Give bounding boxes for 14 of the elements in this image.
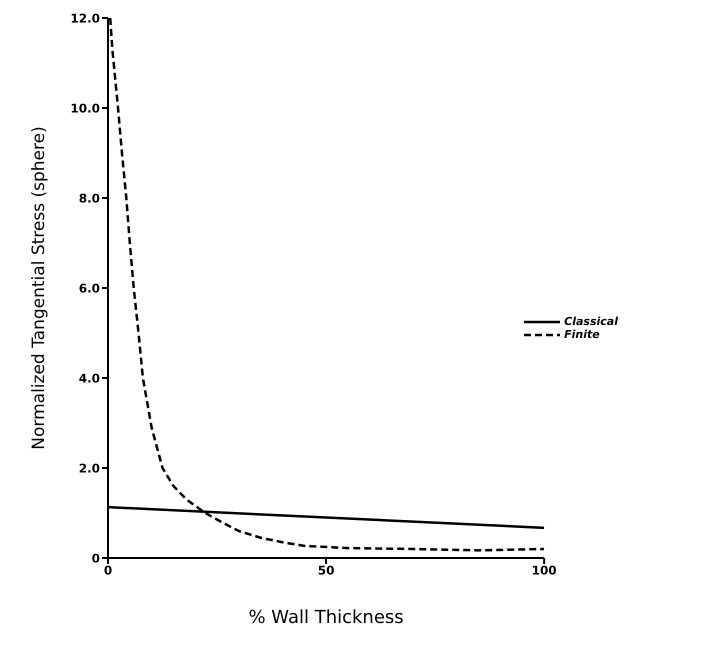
- legend-label: Classical: [564, 315, 618, 328]
- y-axis-title: Normalized Tangential Stress (sphere): [29, 126, 50, 450]
- x-tick-label: 100: [532, 564, 557, 578]
- y-tick-label: 0: [92, 551, 100, 566]
- x-tick-label: 50: [318, 564, 334, 578]
- y-tick-label: 12.0: [70, 11, 100, 26]
- y-tick-label: 4.0: [78, 371, 100, 386]
- y-tick-label: 2.0: [78, 461, 100, 476]
- legend-label: Finite: [564, 328, 600, 341]
- y-tick-label: 8.0: [78, 191, 100, 206]
- y-tick-label: 10.0: [70, 101, 100, 116]
- y-tick-label: 6.0: [78, 281, 100, 296]
- x-tick-label: 0: [104, 564, 112, 578]
- x-axis-title: % Wall Thickness: [248, 607, 404, 628]
